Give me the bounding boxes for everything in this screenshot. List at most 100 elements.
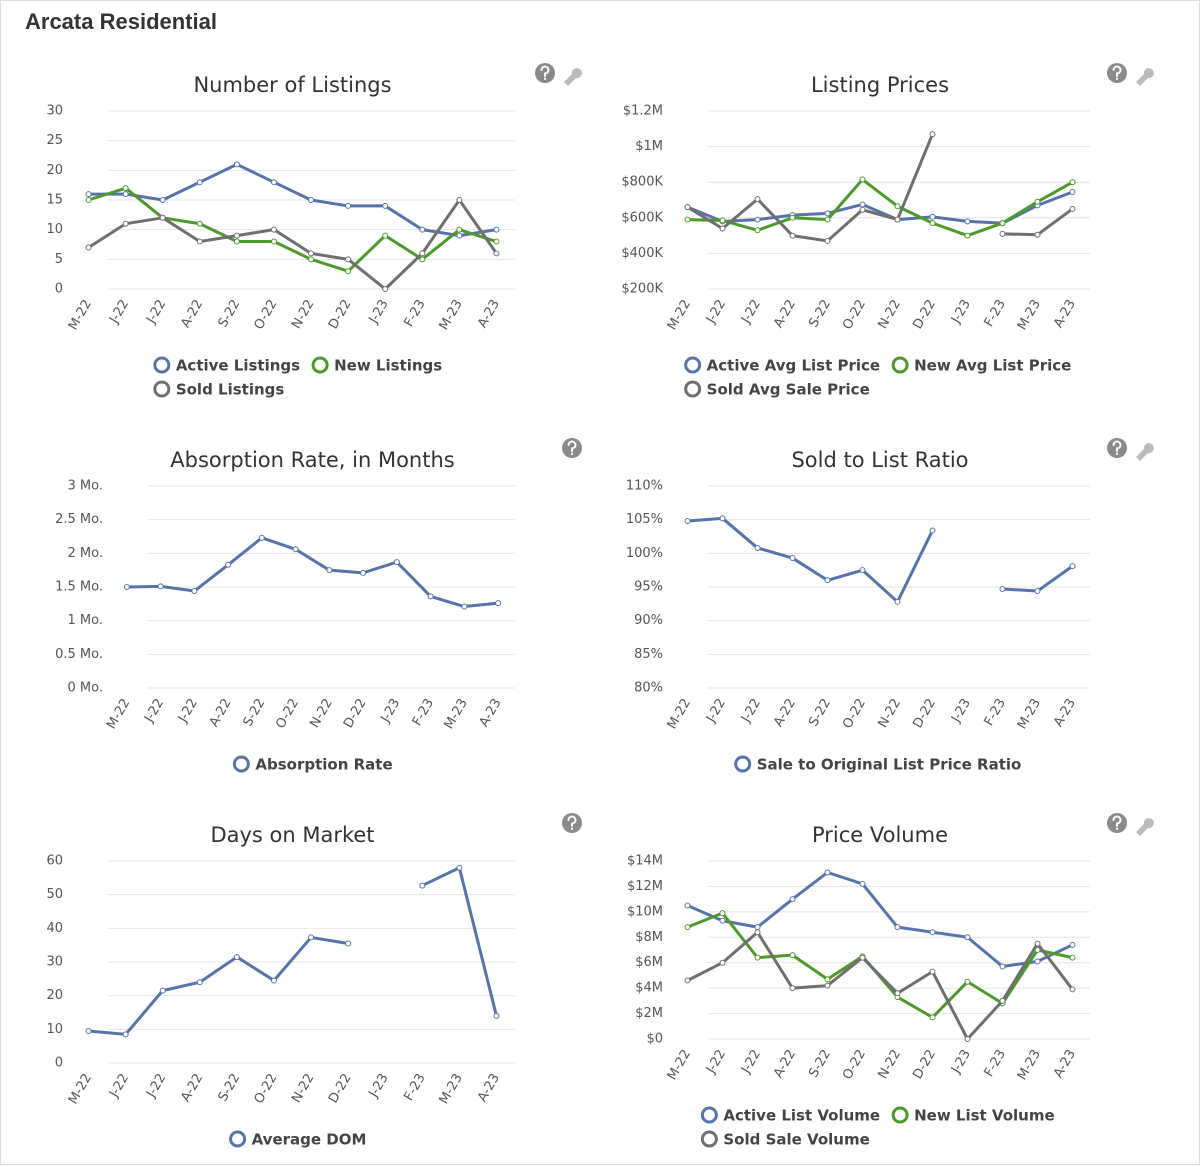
legend-marker [229,1130,247,1148]
data-point [360,569,367,576]
data-point [225,561,232,568]
data-point [292,546,299,553]
y-tick-label: 25 [46,133,63,148]
data-point [308,197,315,203]
data-point [85,197,92,203]
data-point [122,185,129,192]
data-point [929,527,936,534]
chart-title: Number of Listings [193,73,391,97]
legend-label: Sold Avg Sale Price [707,381,870,399]
data-point [159,214,166,221]
series-line [687,178,1074,238]
y-tick-label: 30 [46,104,63,119]
settings-icon[interactable] [1136,68,1154,86]
data-point [345,256,352,263]
data-point [122,220,129,227]
data-point [719,217,726,224]
y-tick-label: $2M [635,1006,663,1021]
y-tick-label: 95% [634,580,663,595]
legend-item: Active Listings [153,356,300,375]
data-point [270,238,277,245]
chart-title: Price Volume [812,823,948,847]
data-point [859,880,866,887]
data-point [1069,941,1076,948]
data-point [1034,958,1041,965]
data-point [824,577,831,584]
legend-item: Sold Avg Sale Price [684,380,870,399]
data-point [493,1012,500,1019]
data-point [964,232,971,239]
help-glyphs [540,65,1122,830]
data-point [85,244,92,251]
data-point [719,917,726,924]
y-tick-label: 0 [55,1056,63,1071]
data-point [964,978,971,985]
data-point [859,206,866,213]
data-point [824,237,831,244]
data-point [929,213,936,220]
data-point [345,268,352,275]
legend-marker [153,356,171,374]
series-line [126,536,499,609]
data-point [159,987,166,994]
data-point [999,220,1006,227]
data-point [345,940,352,947]
data-point [191,588,198,595]
legend-label: Active Avg List Price [707,357,880,375]
y-tick-label: $6M [635,955,663,970]
data-point [233,232,240,239]
y-tick-label: 3 Mo. [68,479,103,494]
page-title: Arcata Residential [25,9,217,34]
data-point [824,982,831,989]
y-tick-label: $10M [627,904,663,919]
y-tick-label: 20 [46,988,63,1003]
y-tick-label: 10 [46,1022,63,1037]
legend-marker [891,356,909,374]
y-tick-label: 1.5 Mo. [55,580,103,595]
data-point [754,924,761,931]
settings-icon[interactable] [1136,818,1154,836]
data-point [789,985,796,992]
data-point [824,210,831,217]
legend-item: New Listings [311,356,442,375]
data-point [1034,940,1041,947]
data-point [789,232,796,239]
data-point [894,990,901,997]
y-tick-label: 20 [46,163,63,178]
data-point [456,864,463,871]
data-point [859,954,866,961]
data-point [1069,179,1076,186]
data-point [684,977,691,984]
settings-icon[interactable] [1136,443,1154,461]
data-point [196,979,203,986]
data-point [123,584,130,590]
data-point [824,869,831,876]
data-point [270,977,277,984]
data-point [493,250,500,257]
data-point [419,226,426,233]
legend-marker [734,755,752,773]
data-point [754,227,761,234]
data-point [456,197,463,203]
data-point [859,567,866,574]
y-tick-label: $1M [635,139,663,154]
data-point [929,968,936,975]
legend-marker [232,755,250,773]
data-point [859,201,866,208]
series-line [686,870,1074,969]
legend-item: Average DOM [229,1130,366,1149]
data-point [382,202,389,209]
data-point [493,226,500,233]
y-tick-label: 90% [634,613,663,628]
data-point [461,603,468,610]
series-line [686,930,1074,1041]
data-point [1034,198,1041,205]
data-point [789,555,796,562]
settings-icon[interactable] [564,68,582,86]
data-point [894,924,901,931]
chart-title: Days on Market [210,823,374,847]
legend-label: Sold Listings [176,381,285,399]
y-tick-label: $400K [621,246,663,261]
data-point [419,882,426,889]
